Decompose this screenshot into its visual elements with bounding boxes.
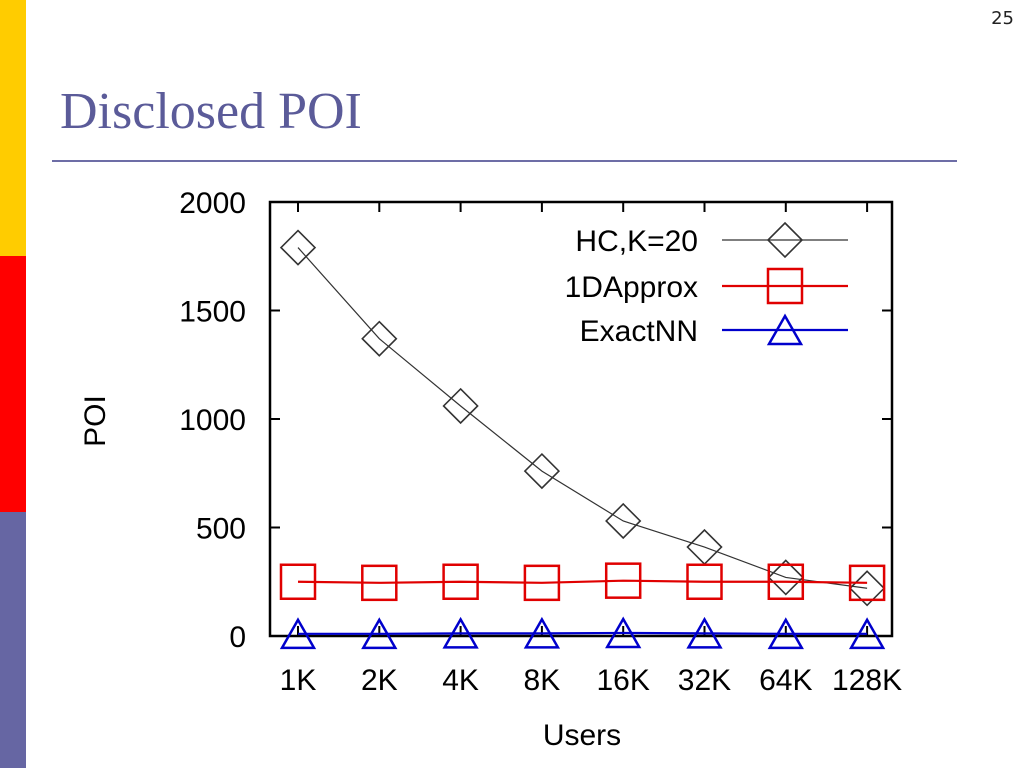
series-2-point — [279, 617, 317, 650]
x-tick-label: 128K — [832, 664, 902, 697]
x-tick-label: 1K — [280, 664, 317, 697]
slide-title: Disclosed POI — [60, 83, 362, 140]
slide-number: 25 — [991, 8, 1014, 29]
x-tick-label: 2K — [361, 664, 398, 697]
series-0-point — [523, 452, 561, 490]
series-1-point — [442, 563, 479, 600]
series-2-point — [442, 616, 479, 649]
x-tick-label: 4K — [442, 664, 479, 697]
side-bar-yellow — [0, 0, 26, 256]
series-2-point — [605, 616, 642, 649]
series-0-point — [605, 502, 642, 540]
x-tick-label: 8K — [524, 664, 561, 697]
series-line-2 — [298, 631, 868, 635]
y-tick-label: 500 — [196, 513, 246, 546]
legend-label: 1DApprox — [565, 271, 698, 304]
x-tick-label: 32K — [678, 664, 731, 697]
series-2-point — [848, 617, 886, 650]
series-1-point — [361, 564, 398, 602]
legend-marker-2 — [766, 313, 804, 346]
series-0-point — [361, 320, 398, 357]
series-1-point — [279, 563, 317, 600]
series-0-point — [279, 229, 317, 266]
side-bar-purple — [0, 512, 26, 768]
series-1-point — [523, 564, 561, 602]
series-2-point — [523, 616, 561, 649]
series-2-point — [767, 617, 804, 650]
legend-label: ExactNN — [580, 315, 698, 348]
legend-marker-0 — [766, 221, 804, 259]
side-bar-red — [0, 256, 26, 512]
series-line-0 — [297, 247, 868, 589]
y-axis-label: POI — [79, 395, 112, 447]
series-2-point — [686, 616, 723, 649]
y-tick-label: 1500 — [179, 296, 246, 329]
y-tick-label: 1000 — [179, 404, 246, 437]
y-tick-label: 0 — [229, 621, 246, 654]
series-line-1 — [297, 579, 868, 584]
x-tick-label: 64K — [759, 664, 812, 697]
legend-marker-1 — [766, 267, 804, 305]
series-1-point — [686, 563, 723, 600]
x-axis-label: Users — [543, 719, 621, 752]
x-tick-label: 16K — [597, 664, 650, 697]
y-tick-label: 2000 — [179, 187, 246, 220]
series-1-point — [767, 563, 805, 600]
legend-label: HC,K=20 — [575, 225, 698, 258]
series-0-point — [442, 387, 479, 425]
series-2-point — [361, 617, 398, 650]
series-0-point — [767, 559, 804, 596]
series-1-point — [604, 562, 642, 599]
title-rule — [52, 160, 957, 162]
series-1-point — [848, 564, 886, 602]
